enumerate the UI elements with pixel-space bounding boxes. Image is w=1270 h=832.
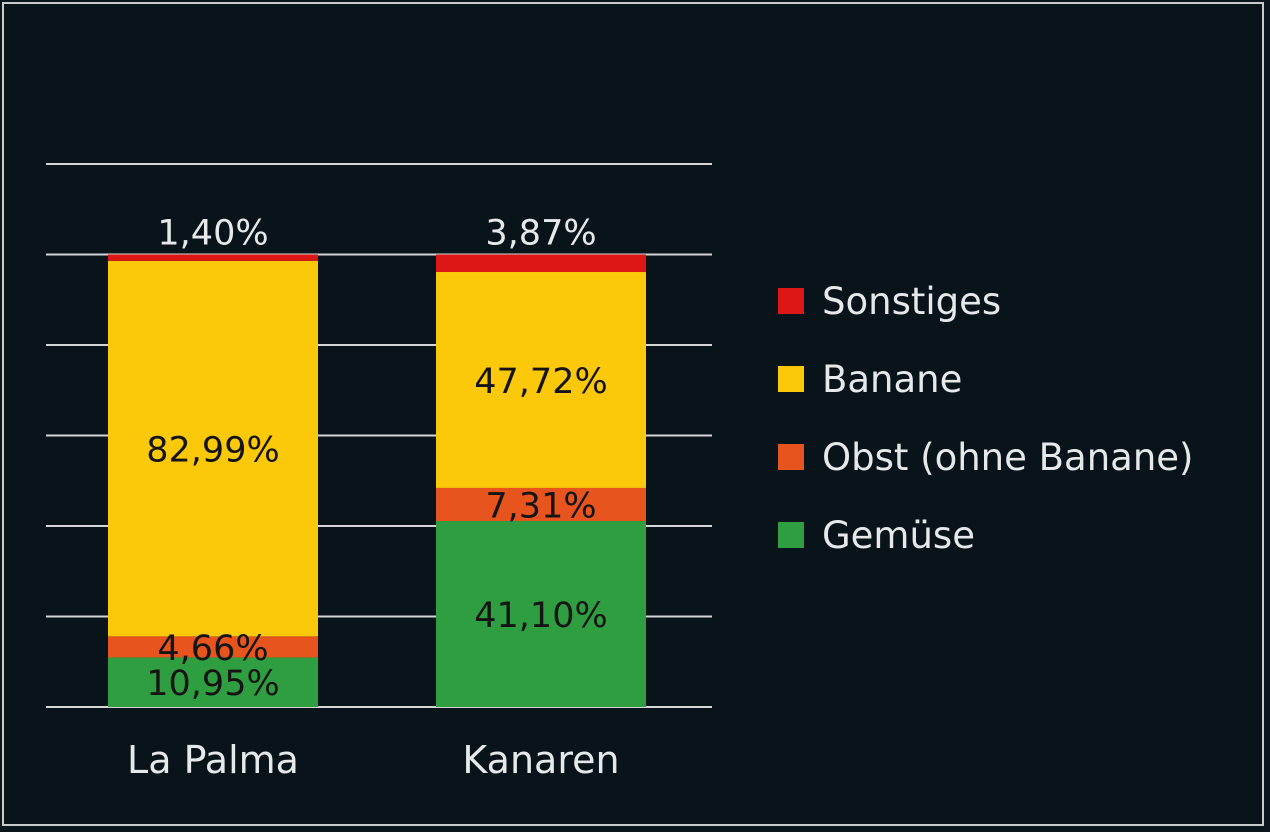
- legend-label-banane: Banane: [822, 357, 963, 401]
- legend-label-sonstiges: Sonstiges: [822, 279, 1002, 323]
- bar-segment: [108, 260, 318, 637]
- legend-item-sonstiges: Sonstiges: [778, 262, 1193, 340]
- category-label: Kanaren: [462, 738, 619, 782]
- bar-segment: [436, 272, 646, 488]
- legend-swatch-sonstiges: [778, 288, 804, 314]
- legend: Sonstiges Banane Obst (ohne Banane) Gemü…: [778, 262, 1193, 574]
- bar-segment: [108, 636, 318, 658]
- bar-segment: [108, 254, 318, 261]
- legend-swatch-obst: [778, 444, 804, 470]
- category-label: La Palma: [127, 738, 299, 782]
- bar-segment: [436, 521, 646, 707]
- bar-segment: [436, 487, 646, 522]
- legend-item-gemuese: Gemüse: [778, 496, 1193, 574]
- data-label: 1,40%: [157, 214, 268, 254]
- legend-item-obst: Obst (ohne Banane): [778, 418, 1193, 496]
- bar-segment: [436, 254, 646, 273]
- data-label: 82,99%: [146, 431, 279, 471]
- legend-label-obst: Obst (ohne Banane): [822, 435, 1194, 479]
- data-label: 10,95%: [146, 664, 279, 704]
- legend-item-banane: Banane: [778, 340, 1193, 418]
- legend-swatch-banane: [778, 366, 804, 392]
- data-label: 41,10%: [474, 596, 607, 636]
- bar-segment: [108, 657, 318, 707]
- data-label: 3,87%: [485, 214, 596, 254]
- legend-swatch-gemuese: [778, 522, 804, 548]
- data-label: 7,31%: [485, 486, 596, 526]
- data-label: 47,72%: [474, 362, 607, 402]
- data-label: 4,66%: [157, 629, 268, 669]
- legend-label-gemuese: Gemüse: [822, 513, 975, 557]
